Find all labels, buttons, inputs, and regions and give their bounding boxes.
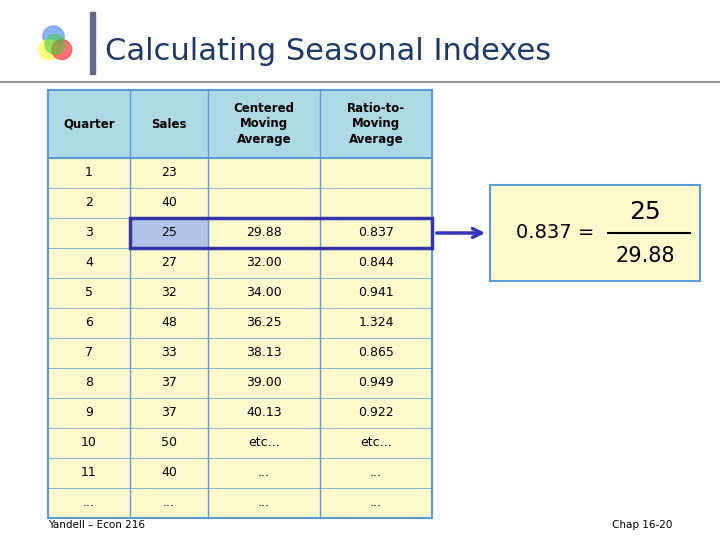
Text: 0.941: 0.941	[358, 287, 394, 300]
Text: 37: 37	[161, 376, 177, 389]
FancyArrowPatch shape	[437, 228, 482, 238]
Text: 39.00: 39.00	[246, 376, 282, 389]
Text: 40.13: 40.13	[246, 407, 282, 420]
Text: 0.844: 0.844	[358, 256, 394, 269]
Text: 25: 25	[161, 226, 177, 240]
Text: 0.837 =: 0.837 =	[516, 224, 594, 242]
Text: Yandell – Econ 216: Yandell – Econ 216	[48, 520, 145, 530]
Text: ...: ...	[370, 467, 382, 480]
Circle shape	[45, 35, 65, 54]
Text: 25: 25	[629, 200, 661, 224]
Text: 32: 32	[161, 287, 177, 300]
Text: ...: ...	[163, 496, 175, 510]
Text: 0.922: 0.922	[358, 407, 394, 420]
Text: ...: ...	[258, 467, 270, 480]
Text: 1.324: 1.324	[359, 316, 394, 329]
Text: 36.25: 36.25	[246, 316, 282, 329]
Text: Ratio-to-
Moving
Average: Ratio-to- Moving Average	[347, 103, 405, 145]
Circle shape	[52, 39, 72, 59]
Text: etc...: etc...	[248, 436, 280, 449]
Text: 11: 11	[81, 467, 97, 480]
Text: 6: 6	[85, 316, 93, 329]
Bar	[130, 218, 208, 248]
Text: Chap 16-20: Chap 16-20	[611, 520, 672, 530]
Text: Quarter: Quarter	[63, 118, 114, 131]
Text: 4: 4	[85, 256, 93, 269]
Bar	[490, 185, 700, 281]
Text: etc...: etc...	[360, 436, 392, 449]
Bar	[490, 185, 700, 281]
Text: 7: 7	[85, 347, 93, 360]
Text: 40: 40	[161, 467, 177, 480]
Text: 10: 10	[81, 436, 97, 449]
Bar	[130, 218, 432, 248]
Text: 33: 33	[161, 347, 177, 360]
Text: 40: 40	[161, 197, 177, 210]
Text: 8: 8	[85, 376, 93, 389]
Text: Centered
Moving
Average: Centered Moving Average	[233, 103, 294, 145]
Text: 1: 1	[85, 166, 93, 179]
Text: 29.88: 29.88	[246, 226, 282, 240]
Circle shape	[39, 39, 59, 59]
Circle shape	[43, 26, 64, 48]
Text: 48: 48	[161, 316, 177, 329]
Text: Calculating Seasonal Indexes: Calculating Seasonal Indexes	[105, 37, 551, 66]
Text: 0.865: 0.865	[358, 347, 394, 360]
Text: ...: ...	[370, 496, 382, 510]
Text: 3: 3	[85, 226, 93, 240]
Bar	[48, 90, 432, 518]
Text: ...: ...	[258, 496, 270, 510]
Text: Sales: Sales	[151, 118, 186, 131]
Text: 27: 27	[161, 256, 177, 269]
Bar	[48, 90, 432, 158]
Text: 38.13: 38.13	[246, 347, 282, 360]
Bar	[90, 12, 95, 74]
Text: 23: 23	[161, 166, 177, 179]
Text: 50: 50	[161, 436, 177, 449]
Text: ...: ...	[83, 496, 95, 510]
Text: 2: 2	[85, 197, 93, 210]
Text: 34.00: 34.00	[246, 287, 282, 300]
Text: 5: 5	[85, 287, 93, 300]
Text: 32.00: 32.00	[246, 256, 282, 269]
Text: 0.949: 0.949	[358, 376, 394, 389]
Text: 9: 9	[85, 407, 93, 420]
Text: 37: 37	[161, 407, 177, 420]
Bar	[48, 158, 432, 518]
Text: 0.837: 0.837	[358, 226, 394, 240]
Text: 29.88: 29.88	[616, 246, 675, 266]
